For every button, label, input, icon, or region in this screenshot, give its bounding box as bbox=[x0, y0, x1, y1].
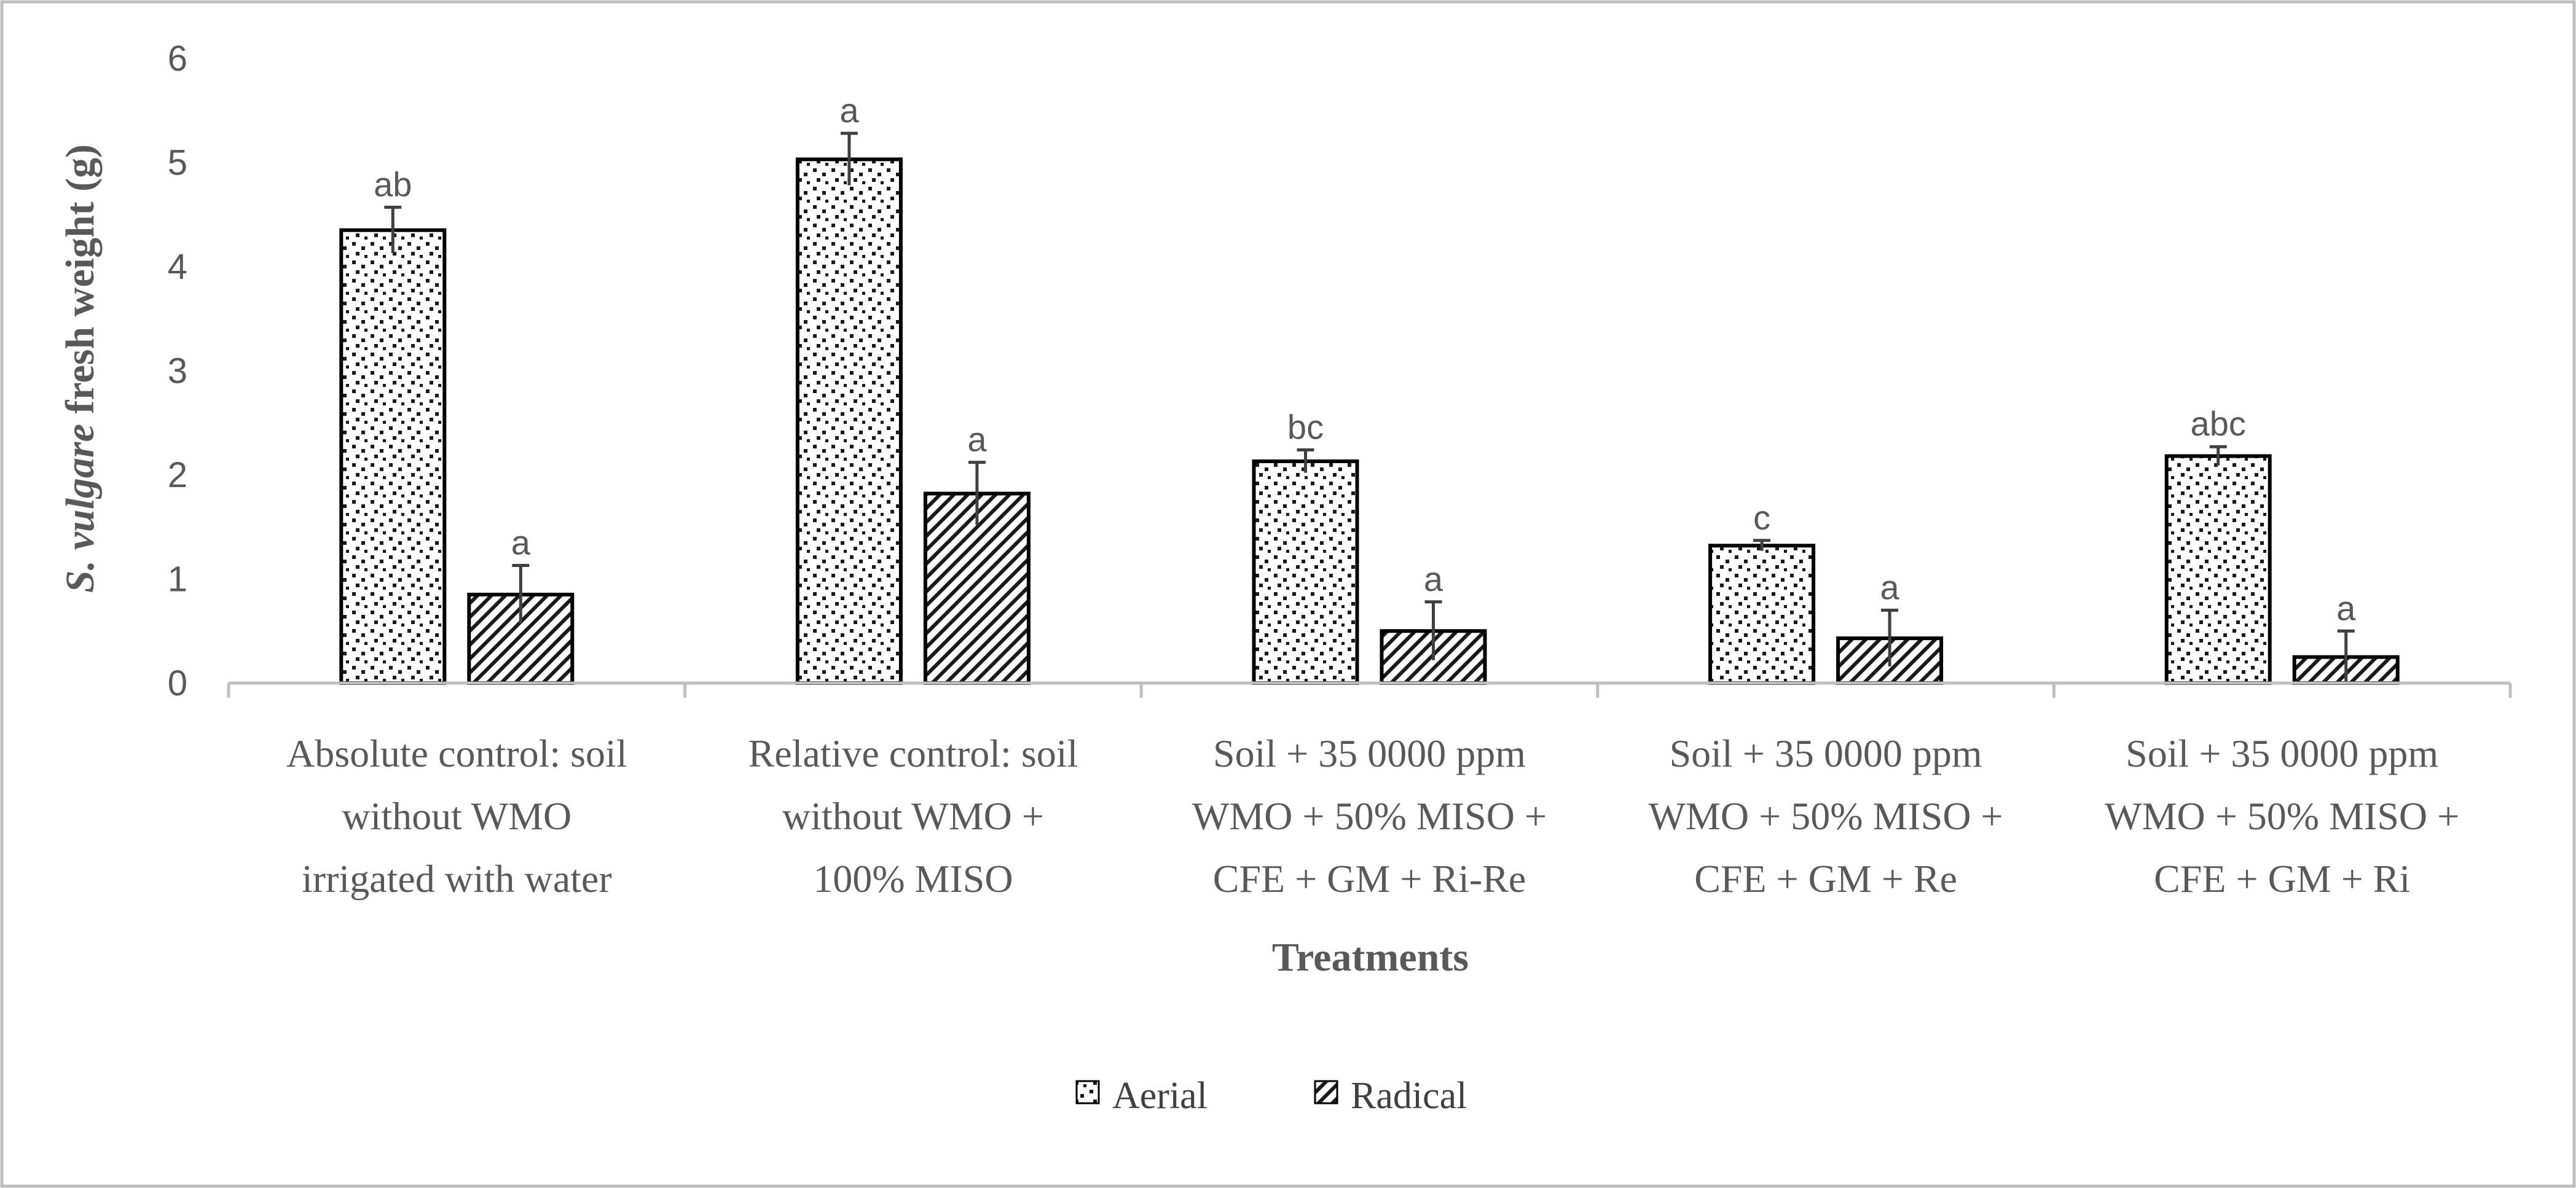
y-tick-label-2: 2 bbox=[168, 455, 187, 495]
x-axis-category-labels: Absolute control: soil without WMO irrigat… bbox=[286, 732, 2459, 901]
x-axis bbox=[227, 681, 2512, 698]
significance-label-aerial-3: bc bbox=[1287, 407, 1324, 446]
significance-label-radical-4: a bbox=[1880, 568, 1900, 606]
x-category-label-4: Soil + 35 0000 ppm WMO + 50% MISO + CFE + … bbox=[1649, 732, 2003, 901]
x-category-label-line: without WMO + bbox=[782, 794, 1044, 838]
significance-label-radical-3: a bbox=[1424, 560, 1443, 598]
bar-aerial-3 bbox=[1252, 459, 1359, 686]
legend-label-aerial: Aerial bbox=[1112, 1075, 1208, 1117]
legend-swatch-aerial bbox=[1075, 1080, 1100, 1104]
x-category-label-line: WMO + 50% MISO + bbox=[1649, 794, 2003, 838]
x-category-label-line: CFE + GM + Ri bbox=[2154, 857, 2410, 901]
legend-label-radical: Radical bbox=[1351, 1075, 1467, 1117]
significance-label-aerial-2: a bbox=[839, 91, 859, 130]
x-category-label-line: CFE + GM + Ri-Re bbox=[1213, 857, 1526, 901]
x-category-label-line: Soil + 35 0000 ppm bbox=[1670, 732, 1982, 775]
y-tick-label-1: 1 bbox=[168, 560, 187, 600]
x-category-label-line: Relative control: soil bbox=[748, 732, 1078, 775]
legend: Aerial Radical bbox=[1075, 1075, 1467, 1117]
x-category-label-line: irrigated with water bbox=[302, 857, 612, 901]
y-tick-label-4: 4 bbox=[168, 247, 187, 287]
x-category-label-line: WMO + 50% MISO + bbox=[2105, 794, 2459, 838]
y-tick-label-3: 3 bbox=[168, 351, 187, 391]
y-axis-title: S. vulgare fresh weight (g) bbox=[58, 144, 103, 593]
bar-aerial-2 bbox=[795, 157, 903, 686]
x-axis-title: Treatments bbox=[1272, 935, 1469, 980]
x-category-label-line: Soil + 35 0000 ppm bbox=[2126, 732, 2438, 775]
bar-aerial-1 bbox=[339, 228, 447, 685]
x-category-label-line: WMO + 50% MISO + bbox=[1192, 794, 1547, 838]
y-axis-ticks: 0 1 2 3 4 5 6 bbox=[168, 39, 187, 703]
x-category-label-1: Absolute control: soil without WMO irrigat… bbox=[286, 732, 627, 901]
significance-label-radical-1: a bbox=[511, 523, 531, 561]
significance-label-aerial-1: ab bbox=[374, 165, 412, 203]
x-category-label-line: Absolute control: soil bbox=[286, 732, 627, 775]
y-tick-label-5: 5 bbox=[168, 143, 187, 183]
significance-label-radical-5: a bbox=[2336, 588, 2356, 627]
x-category-label-3: Soil + 35 0000 ppm WMO + 50% MISO + CFE + … bbox=[1192, 732, 1547, 901]
y-tick-label-6: 6 bbox=[168, 39, 187, 79]
x-category-label-2: Relative control: soil without WMO + 100% … bbox=[748, 732, 1078, 901]
x-category-label-5: Soil + 35 0000 ppm WMO + 50% MISO + CFE + … bbox=[2105, 732, 2459, 901]
x-category-label-line: 100% MISO bbox=[813, 857, 1013, 901]
x-category-label-line: CFE + GM + Re bbox=[1694, 857, 1957, 901]
significance-label-aerial-4: c bbox=[1753, 498, 1770, 537]
bar-aerial-4 bbox=[1708, 544, 1816, 686]
significance-label-radical-2: a bbox=[967, 420, 987, 459]
bar-aerial-5 bbox=[2164, 454, 2272, 685]
significance-label-aerial-5: abc bbox=[2191, 404, 2246, 443]
x-category-label-line: Soil + 35 0000 ppm bbox=[1213, 732, 1526, 775]
y-tick-label-0: 0 bbox=[168, 663, 187, 703]
x-category-label-line: without WMO bbox=[342, 794, 571, 838]
legend-swatch-radical bbox=[1314, 1080, 1338, 1104]
